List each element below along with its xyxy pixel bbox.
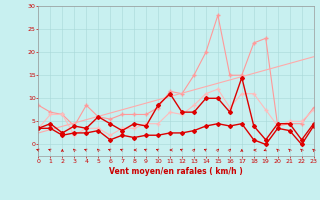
X-axis label: Vent moyen/en rafales ( km/h ): Vent moyen/en rafales ( km/h ) <box>109 167 243 176</box>
